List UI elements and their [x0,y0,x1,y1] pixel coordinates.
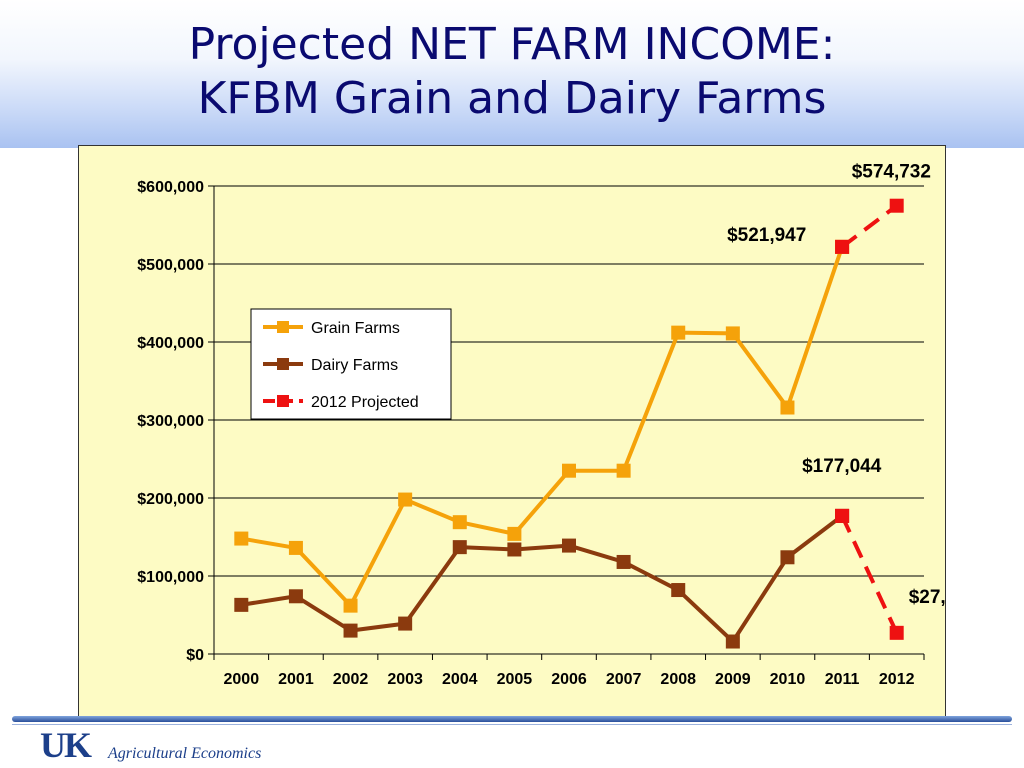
x-tick-label: 2004 [442,671,478,688]
x-tick-label: 2010 [770,671,806,688]
projected-marker [835,239,850,254]
data-label: $574,732 [852,162,931,183]
projected-marker [889,625,904,640]
dairy-farms-marker [671,583,686,598]
grain-farms-marker [343,598,358,613]
dairy-farms-marker [398,616,413,631]
grain-farms-marker [671,325,686,340]
dairy-farms-marker [288,589,303,604]
x-tick-label: 2003 [387,671,423,688]
title-line-1: Projected NET FARM INCOME: [188,19,836,70]
dairy-farms-marker [725,634,740,649]
legend-marker [277,358,289,370]
dairy-farms-marker [452,540,467,555]
dairy-farms-line [240,514,844,644]
grain-farms-line [240,246,844,608]
dairy-farms-marker [507,542,522,557]
dairy-farms-marker [616,554,631,569]
projected-dairy-line [840,515,899,634]
footer-divider [12,724,1012,725]
grain-farms-marker [507,526,522,541]
slide-title: Projected NET FARM INCOME: KFBM Grain an… [0,18,1024,126]
y-tick-label: $0 [186,647,204,664]
data-label-background [848,158,934,184]
data-label-background [799,452,885,478]
data-label-group: $177,044 [799,452,885,478]
grain-farms-marker [452,515,467,530]
x-tick-label: 2012 [879,671,915,688]
y-tick-label: $200,000 [137,491,204,508]
line-chart: $0 $100,000 $200,000 $300,000 $400,000 $500,0… [137,158,945,688]
legend-label: Grain Farms [311,320,400,337]
x-tick-label: 2005 [497,671,533,688]
y-tick-label: $100,000 [137,569,204,586]
x-tick-label: 2002 [333,671,369,688]
data-label-group: $521,947 [724,221,810,247]
dairy-farms-marker [343,623,358,638]
x-tick-label: 2009 [715,671,751,688]
x-tick-label: 2008 [660,671,696,688]
y-tick-label: $300,000 [137,413,204,430]
projected-marker [889,198,904,213]
grain-farms-marker [725,326,740,341]
y-tick-label: $400,000 [137,335,204,352]
grain-farms-marker [398,492,413,507]
dairy-farms-marker [234,597,249,612]
data-label-background [905,583,945,609]
projected-marker [835,508,850,523]
legend-marker [277,321,289,333]
data-label-group: $27,138 [905,583,945,609]
footer-department: Agricultural Economics [108,745,262,762]
legend-label: 2012 Projected [311,394,419,411]
grain-farms-marker [288,540,303,555]
data-label-background [724,221,810,247]
projected-grain-line [840,204,898,249]
grain-farms-marker [616,463,631,478]
title-line-2: KFBM Grain and Dairy Farms [197,73,827,124]
grain-farms-marker [780,400,795,415]
x-tick-label: 2006 [551,671,587,688]
uk-logo: UK [40,725,92,765]
data-label: $521,947 [727,225,806,246]
chart-panel: $0 $100,000 $200,000 $300,000 $400,000 $500,0… [78,145,946,717]
x-tick-label: 2007 [606,671,642,688]
y-tick-label: $500,000 [137,257,204,274]
x-tick-label: 2001 [278,671,314,688]
data-label: $27,138 [909,587,945,608]
dairy-farms-marker [780,550,795,565]
y-tick-label: $600,000 [137,179,204,196]
legend-label: Dairy Farms [311,357,398,374]
grain-farms-marker [562,463,576,478]
x-tick-label: 2000 [224,671,260,688]
legend-marker [277,395,289,407]
grain-farms-marker [234,531,249,546]
legend: Grain Farms Dairy Farms 2012 Projected [250,308,452,420]
slide-header [0,0,1024,148]
data-label-group: $574,732 [848,158,934,184]
dairy-farms-marker [562,538,576,553]
footer-bar [12,716,1012,722]
x-tick-label: 2011 [825,671,860,688]
data-label: $177,044 [802,456,882,477]
